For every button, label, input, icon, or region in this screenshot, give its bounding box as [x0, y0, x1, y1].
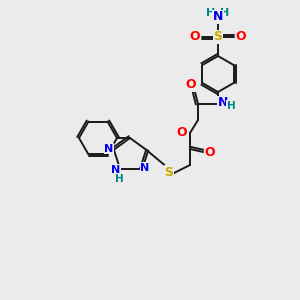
Text: N: N [218, 97, 228, 110]
Text: N: N [111, 165, 121, 175]
Text: N: N [213, 11, 223, 23]
Text: H: H [206, 8, 216, 18]
Text: O: O [205, 146, 215, 158]
Text: O: O [190, 31, 200, 44]
Text: H: H [115, 174, 123, 184]
Text: H: H [226, 101, 236, 111]
Text: O: O [236, 31, 246, 44]
Text: O: O [186, 79, 196, 92]
Text: N: N [104, 144, 113, 154]
Text: N: N [140, 163, 150, 173]
Text: S: S [164, 166, 173, 178]
Text: S: S [214, 31, 223, 44]
Text: O: O [177, 125, 187, 139]
Text: H: H [220, 8, 230, 18]
